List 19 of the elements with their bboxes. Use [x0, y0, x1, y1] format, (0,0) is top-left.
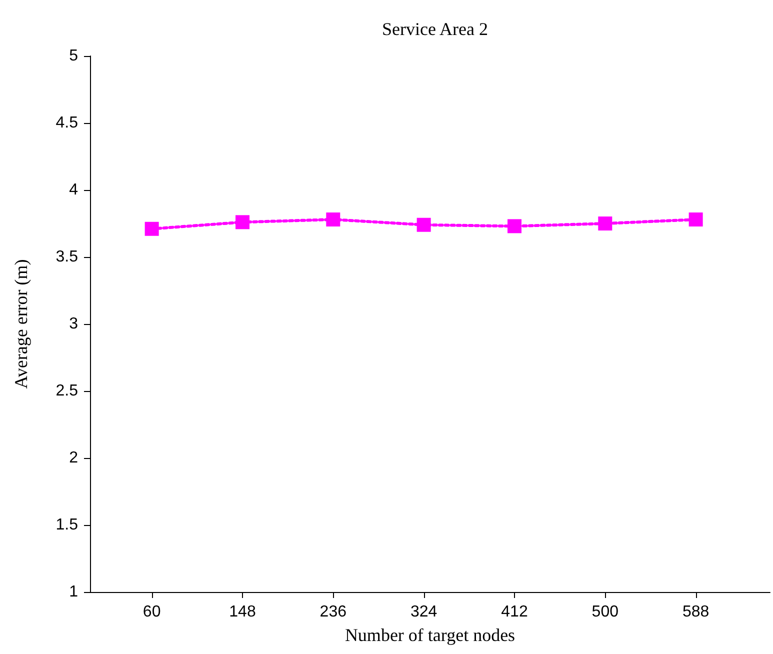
- y-tick-label: 3.5: [56, 248, 78, 266]
- y-tick-label: 4: [69, 182, 78, 198]
- x-tick-label: 412: [501, 604, 528, 620]
- x-tick-label: 324: [410, 604, 438, 620]
- y-tick-label: 5: [69, 48, 78, 64]
- y-tick-label: 4.5: [56, 114, 78, 132]
- chart-title: Service Area 2: [382, 19, 488, 39]
- x-axis-title: Number of target nodes: [344, 625, 516, 645]
- x-tick-label: 236: [320, 604, 347, 620]
- y-tick-label: 2.5: [56, 382, 78, 400]
- x-tick-label: 588: [682, 604, 710, 620]
- y-tick-label: 2: [69, 450, 78, 466]
- x-tick-label: 500: [592, 604, 619, 620]
- y-tick-label: 1.5: [56, 516, 78, 534]
- y-axis-title: Average error (m): [11, 259, 31, 389]
- y-tick-label: 1: [69, 584, 78, 600]
- y-tick-label: 3: [69, 316, 78, 332]
- x-tick-label: 148: [229, 604, 256, 620]
- x-tick-label: 60: [142, 604, 161, 620]
